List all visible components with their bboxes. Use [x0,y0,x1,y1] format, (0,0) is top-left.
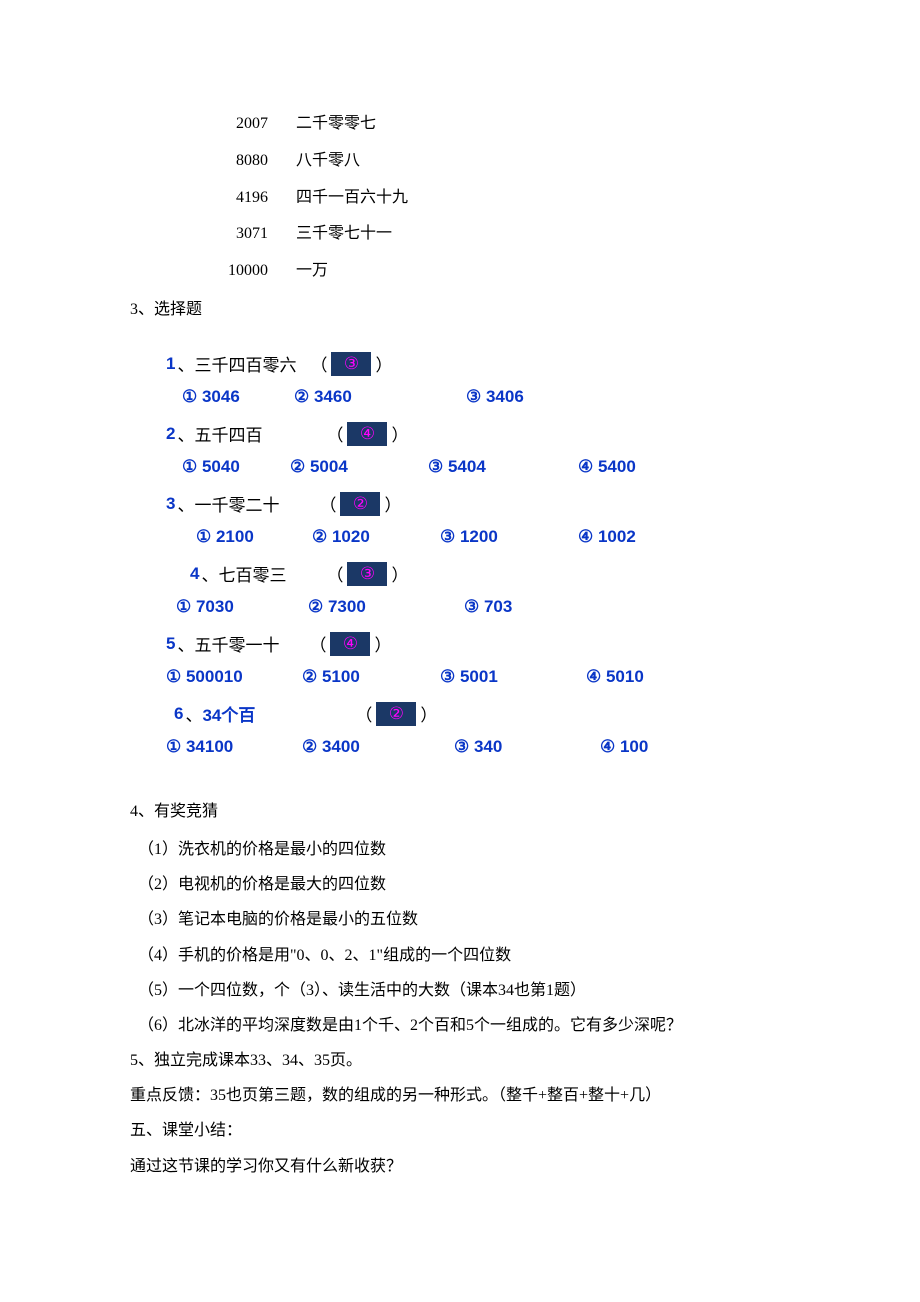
number-value: 2007 [178,110,268,139]
number-row: 4196 四千一百六十九 [178,184,860,213]
mc-answer-chip: ④ [330,632,370,656]
mc-question-text: 34个百 [202,701,255,726]
mc-answer-chip: ③ [347,562,387,586]
mc-option: ④ 5010 [586,667,644,687]
mc-options-row: ① 2100 ② 1020 ③ 1200 ④ 1002 [166,524,806,550]
mc-option: ② 5100 [302,667,360,687]
mc-option: ① 3046 [182,387,240,407]
mc-question: 6、34个百（②） [166,700,806,728]
mc-option: ③ 1200 [440,527,498,547]
mc-option: ① 2100 [196,527,254,547]
section-3-label: 3、选择题 [130,294,860,326]
mc-question-number: 3 [166,494,175,514]
mc-options-row: ① 3046 ② 3460 ③ 3406 [166,384,806,410]
mc-question-text: 三千四百零六 [194,351,296,376]
q4-item: （6）北冰洋的平均深度数是由1个千、2个百和5个一组成的。它有多少深呢？ [138,1008,860,1043]
mc-question: 5、五千零一十（④） [166,630,806,658]
mc-options-row: ① 5040 ② 5004 ③ 5404 ④ 5400 [166,454,806,480]
mc-answer-chip: ② [340,492,380,516]
mc-option: ③ 5404 [428,457,486,477]
mc-question-number: 2 [166,424,175,444]
number-row: 3071 三千零七十一 [178,220,860,249]
mc-option: ① 5040 [182,457,240,477]
q4-item: （2）电视机的价格是最大的四位数 [138,867,860,902]
q4-item: （1）洗衣机的价格是最小的四位数 [138,832,860,867]
mc-question-number: 1 [166,354,175,374]
number-value: 8080 [178,147,268,176]
mc-option: ② 3400 [302,737,360,757]
mc-answer-value: ② [389,704,404,724]
mc-answer-chip: ③ [331,352,371,376]
number-value: 3071 [178,220,268,249]
mc-option: ③ 3406 [466,387,524,407]
mc-question-text: 五千四百 [194,421,262,446]
number-value: 10000 [178,257,268,286]
mc-question-number: 4 [190,564,199,584]
number-value: 4196 [178,184,268,213]
number-words: 二千零零七 [296,110,376,139]
number-words: 四千一百六十九 [296,184,408,213]
key-feedback-line: 重点反馈：35也页第三题，数的组成的另一种形式。（整千+整百+整十+几） [130,1078,860,1113]
mc-answer-value: ③ [344,354,359,374]
number-row: 10000 一万 [178,257,860,286]
mc-answer-chip: ② [376,702,416,726]
q4-item: （4）手机的价格是用"0、0、2、1"组成的一个四位数 [138,938,860,973]
multiple-choice-block: 1、三千四百零六（③）① 3046② 3460③ 34062、五千四百（④）① … [166,350,806,760]
mc-option: ④ 100 [600,737,648,757]
q4-item: （5）一个四位数，个（3）、读生活中的大数（课本34也第1题） [138,973,860,1008]
mc-option: ③ 5001 [440,667,498,687]
mc-question-text: 七百零三 [218,561,286,586]
mc-answer-value: ④ [360,424,375,444]
mc-question: 3、一千零二十（②） [166,490,806,518]
mc-option: ② 7300 [308,597,366,617]
number-row: 2007 二千零零七 [178,110,860,139]
mc-question: 4、七百零三（③） [166,560,806,588]
section-4-label: 4、有奖竞猜 [130,796,860,828]
mc-question: 1、三千四百零六（③） [166,350,806,378]
q4-item: （3）笔记本电脑的价格是最小的五位数 [138,902,860,937]
mc-answer-value: ④ [343,634,358,654]
mc-option: ② 1020 [312,527,370,547]
mc-option: ③ 340 [454,737,502,757]
mc-option: ④ 1002 [578,527,636,547]
mc-answer-value: ③ [360,564,375,584]
mc-option: ① 34100 [166,737,233,757]
mc-question-number: 6 [174,704,183,724]
mc-option: ② 5004 [290,457,348,477]
mc-options-row: ① 34100 ② 3400 ③ 340 ④ 100 [166,734,806,760]
mc-option: ② 3460 [294,387,352,407]
number-words: 八千零八 [296,147,360,176]
class-summary-question: 通过这节课的学习你又有什么新收获？ [130,1149,860,1184]
mc-options-row: ① 500010 ② 5100 ③ 5001 ④ 5010 [166,664,806,690]
mc-question-number: 5 [166,634,175,654]
class-summary-title: 五、课堂小结： [130,1113,860,1148]
mc-options-row: ① 7030 ② 7300 ③ 703 [166,594,806,620]
mc-option: ③ 703 [464,597,512,617]
mc-option: ① 7030 [176,597,234,617]
number-words: 三千零七十一 [296,220,392,249]
mc-question: 2、五千四百（④） [166,420,806,448]
number-row: 8080 八千零八 [178,147,860,176]
mc-question-text: 五千零一十 [194,631,279,656]
mc-option: ④ 5400 [578,457,636,477]
mc-option: ① 500010 [166,667,243,687]
number-words: 一万 [296,257,328,286]
mc-answer-chip: ④ [347,422,387,446]
mc-question-text: 一千零二十 [194,491,279,516]
mc-answer-value: ② [353,494,368,514]
section-5-label: 5、独立完成课本33、34、35页。 [130,1043,860,1078]
